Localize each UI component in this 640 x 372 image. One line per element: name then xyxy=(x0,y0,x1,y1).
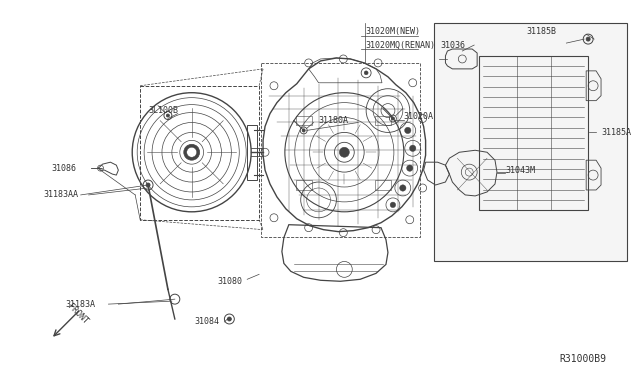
Text: 31020A: 31020A xyxy=(404,112,434,121)
Text: 31183A: 31183A xyxy=(66,299,96,309)
Bar xyxy=(479,56,588,210)
Circle shape xyxy=(302,129,305,132)
Text: 31080: 31080 xyxy=(218,277,243,286)
Circle shape xyxy=(399,185,406,191)
Text: 31036: 31036 xyxy=(440,41,465,49)
Bar xyxy=(140,86,259,220)
Circle shape xyxy=(339,147,349,157)
Circle shape xyxy=(166,114,170,117)
Text: 31020MQ(RENAN): 31020MQ(RENAN) xyxy=(365,41,435,49)
Bar xyxy=(375,180,391,190)
Text: 31183AA: 31183AA xyxy=(43,190,78,199)
Text: 31084: 31084 xyxy=(195,317,220,327)
Text: 31086: 31086 xyxy=(51,164,76,173)
Circle shape xyxy=(364,71,368,75)
Text: R31000B9: R31000B9 xyxy=(559,354,606,364)
Bar xyxy=(247,125,257,180)
Text: 31020M(NEW): 31020M(NEW) xyxy=(365,27,420,36)
Circle shape xyxy=(146,183,150,187)
Circle shape xyxy=(410,145,416,151)
Text: 3L100B: 3L100B xyxy=(148,106,178,115)
Circle shape xyxy=(390,202,396,208)
Circle shape xyxy=(184,144,200,160)
Circle shape xyxy=(586,37,590,41)
Bar xyxy=(296,116,312,125)
Circle shape xyxy=(392,117,394,120)
Bar xyxy=(296,180,312,190)
Circle shape xyxy=(187,147,196,157)
Bar xyxy=(261,63,420,237)
Text: FRONT: FRONT xyxy=(66,302,90,326)
Text: 31185B: 31185B xyxy=(527,27,557,36)
Text: 31043M: 31043M xyxy=(505,166,535,174)
Circle shape xyxy=(406,165,413,171)
Circle shape xyxy=(227,317,231,321)
Bar xyxy=(433,23,627,262)
Bar xyxy=(375,116,391,125)
Circle shape xyxy=(404,127,411,134)
Text: 31185A: 31185A xyxy=(601,128,631,137)
Text: 31180A: 31180A xyxy=(319,116,349,125)
